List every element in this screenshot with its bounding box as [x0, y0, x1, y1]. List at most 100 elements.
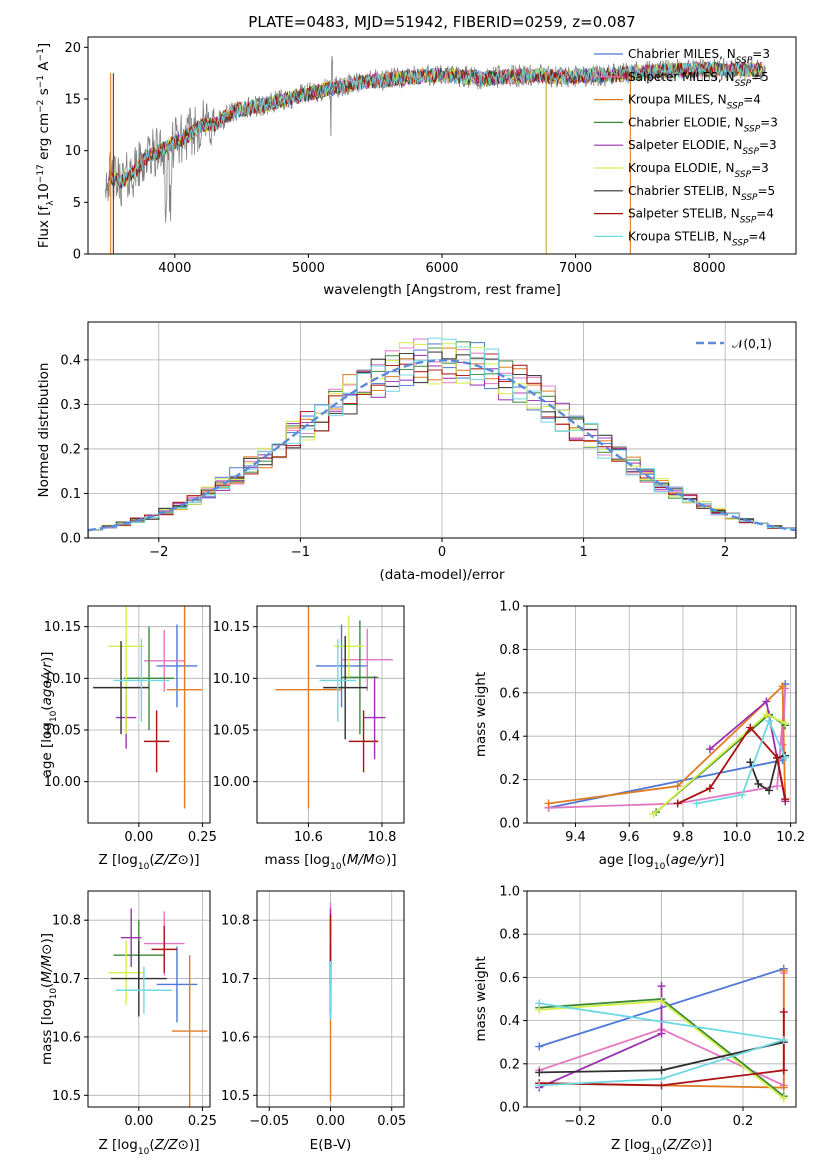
mass-weight-marker: [773, 782, 782, 791]
mass-weight-marker: [535, 999, 544, 1008]
age-z-axes-ytick-label: 10.00: [44, 775, 81, 790]
mass-weight-marker: [746, 758, 755, 767]
legend-entry: 𝒩(0,1): [732, 337, 772, 351]
age-z-axes-xtick-label: 0.00: [124, 830, 153, 845]
mass-ebv-axes-xtick-label: 0.00: [316, 1114, 345, 1129]
spectrum-axes-xtick-label: 4000: [158, 261, 191, 276]
mass-weight-marker: [673, 799, 682, 808]
mass-ebv-axes-ytick-label: 10.5: [221, 1089, 250, 1104]
mass-weight-marker: [738, 790, 747, 799]
mass-weight-marker: [779, 966, 788, 975]
legend-entry: Salpeter MILES, NSSP=5: [628, 70, 769, 89]
age-mass-axes-ytick-label: 10.05: [213, 724, 250, 739]
age-z-axes-ylabel: age [log10(age/yr)]: [39, 652, 59, 778]
mass-weight-line: [548, 684, 787, 805]
mw-age-axes-ytick-label: 0.8: [499, 643, 520, 658]
mass-ebv-axes-ytick-label: 10.8: [221, 914, 250, 929]
gaussian-curve: [88, 359, 796, 532]
residual-axes-ytick-label: 0.4: [60, 353, 81, 368]
mass-z-axes-frame: 0.00 0.25 10.5 10.6 10.7 10.8 Z [log10(Z/Z⊙)] m…: [39, 890, 217, 1157]
age-mass-axes-xtick-label: 10.6: [294, 830, 323, 845]
mass-z-axes-xtick-label: 0.00: [124, 1114, 153, 1129]
mass-weight-marker: [746, 723, 755, 732]
age-z-axes-ytick-label: 10.10: [44, 672, 81, 687]
mass-weight-line: [696, 718, 787, 805]
mass-ebv-axes-frame: −0.05 0.00 0.05 10.5 10.6 10.7 10.8 E(B-V): [221, 890, 406, 1153]
mass-z-axes-ytick-label: 10.7: [52, 972, 81, 987]
mass-weight-marker: [657, 1074, 666, 1083]
legend-entry: Chabrier ELODIE, NSSP=3: [628, 115, 778, 134]
mass-weight-marker: [657, 1066, 666, 1075]
legend-entry: Kroupa ELODIE, NSSP=3: [628, 161, 769, 180]
mw-z-axes-ytick-label: 0.0: [499, 1101, 520, 1116]
age-mass-axes-spines: [256, 605, 405, 824]
mass-weight-marker: [754, 779, 763, 788]
mw-age-axes-xtick-label: 9.4: [565, 830, 586, 845]
residual-axes: −2 −1 0 1 2 0.0 0.1 0.2 0.3 0.4 (data-model)/error…: [36, 321, 797, 583]
age-mass-axes-xlabel: mass [log10(M/M⊙)]: [264, 852, 396, 872]
mass-weight-marker: [535, 1081, 544, 1090]
residual-axes-xtick-label: 1: [579, 545, 587, 560]
residual-axes-ytick-label: 0.3: [60, 398, 81, 413]
mass-weight-marker: [544, 799, 553, 808]
mw-z-axes-ytick-label: 0.4: [499, 1014, 520, 1029]
mass-weight-marker: [779, 1083, 788, 1092]
age-z-axes-xlabel: Z [log10(Z/Z⊙)]: [98, 852, 199, 872]
mw-z-axes-ytick-label: 1.0: [499, 885, 520, 900]
mass-weight-marker: [779, 1094, 788, 1103]
spectrum-axes-xtick-label: 6000: [425, 261, 458, 276]
mass-weight-marker: [657, 1029, 666, 1038]
age-z-axes-ytick-label: 10.15: [44, 620, 81, 635]
mw-z-axes-ytick-label: 0.8: [499, 928, 520, 943]
mass-z-axes-spines: [87, 890, 211, 1108]
mass-weight-marker: [779, 1036, 788, 1045]
mass-weight-marker: [705, 784, 714, 793]
legend-entry: Kroupa MILES, NSSP=4: [628, 93, 761, 112]
spectrum-legend: Chabrier MILES, NSSP=3 Salpeter MILES, NS…: [594, 47, 778, 248]
mass-weight-marker: [779, 1066, 788, 1075]
spectrum-axes-frame: 4000 5000 6000 7000 8000 0 5 10 15 20 PLATE=0483, …: [36, 13, 797, 298]
residual-axes-plot-area: [88, 337, 796, 538]
age-mass-axes-xtick-label: 10.8: [367, 830, 396, 845]
mw-z-axes-ylabel: mass weight: [473, 956, 489, 1041]
mass-weight-marker: [779, 1007, 788, 1016]
residual-histogram: [88, 337, 796, 538]
spectrum-axes-ytick-label: 0: [73, 248, 81, 263]
mw-age-axes-ytick-label: 0.4: [499, 730, 520, 745]
model-spectrum-line: [109, 61, 763, 188]
spectrum-axes-xtick-label: 5000: [292, 261, 325, 276]
mass-weight-marker: [765, 717, 774, 726]
spectrum-axes-ytick-label: 15: [64, 93, 81, 108]
age-mass-axes-plot-area: [275, 606, 393, 809]
spectrum-xlabel: wavelength [Angstrom, rest frame]: [323, 282, 561, 298]
mass-weight-marker: [649, 810, 658, 819]
mass-weight-line: [548, 688, 787, 809]
mw-z-axes-xlabel: Z [log10(Z/Z⊙)]: [611, 1137, 712, 1157]
mw-z-axes-ytick-label: 0.2: [499, 1057, 520, 1072]
spectrum-axes-xtick-label: 8000: [693, 261, 726, 276]
age-mass-axes-ytick-label: 10.00: [213, 775, 250, 790]
spectrum-axes-xtick-label: 7000: [559, 261, 592, 276]
mass-weight-marker: [673, 782, 682, 791]
mass-weight-line: [539, 1002, 785, 1087]
residual-axes-ytick-label: 0.0: [60, 532, 81, 547]
mass-ebv-axes: −0.05 0.00 0.05 10.5 10.6 10.7 10.8 E(B-V): [221, 890, 406, 1153]
residual-histogram: [88, 353, 796, 538]
age-mass-axes-ytick-label: 10.15: [213, 620, 250, 635]
mw-age-axes-xtick-label: 9.8: [673, 830, 694, 845]
mw-age-axes-frame: 9.4 9.6 9.8 10.0 10.2 0.0 0.2 0.4 0.6 0.8 1.0 age […: [473, 600, 805, 873]
mass-weight-marker: [657, 997, 666, 1006]
legend-entry: Chabrier MILES, NSSP=3: [628, 47, 770, 66]
age-z-axes-plot-area: [93, 606, 203, 809]
spectrum-axes: 4000 5000 6000 7000 8000 0 5 10 15 20 PLATE=0483, …: [36, 13, 797, 298]
spectrum-axes-ytick-label: 5: [73, 196, 81, 211]
mw-age-axes-xtick-label: 10.0: [722, 830, 751, 845]
mass-z-axes-ytick-label: 10.5: [52, 1089, 81, 1104]
mass-weight-marker: [781, 795, 790, 804]
residual-axes-ytick-label: 0.2: [60, 442, 81, 457]
legend-entry: Salpeter ELODIE, NSSP=3: [628, 138, 777, 157]
mw-age-axes-spines: [526, 605, 797, 824]
residual-axes-xtick-label: −2: [149, 545, 168, 560]
mass-z-axes: 0.00 0.25 10.5 10.6 10.7 10.8 Z [log10(Z/Z⊙)] m…: [39, 890, 217, 1157]
